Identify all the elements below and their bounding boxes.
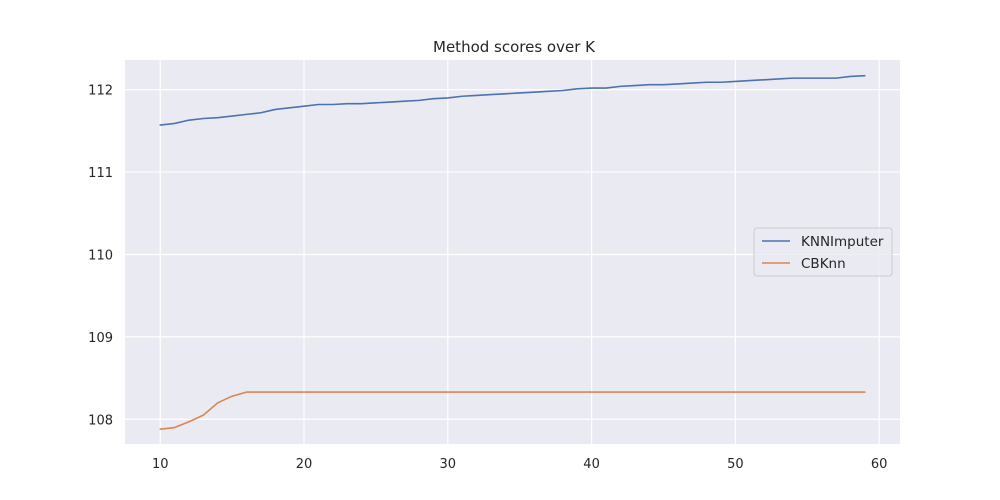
- series-line-knnimputer: [159, 74, 866, 126]
- legend-label: KNNImputer: [801, 234, 884, 250]
- y-tick-label: 109: [88, 331, 113, 346]
- x-tick-label: 50: [727, 457, 744, 472]
- legend-label: CBKnn: [801, 256, 846, 272]
- x-tick-label: 60: [871, 457, 888, 472]
- y-tick-label: 108: [88, 413, 113, 428]
- series-line-cbknn: [159, 391, 866, 430]
- series-lines: [159, 74, 866, 430]
- x-tick-label: 30: [440, 457, 457, 472]
- legend-box: [753, 227, 893, 277]
- x-tick-label: 20: [296, 457, 313, 472]
- y-tick-label: 112: [88, 84, 113, 99]
- y-tick-label: 110: [88, 248, 113, 263]
- x-tick-label: 10: [152, 457, 169, 472]
- x-axis-ticks: 10 20 30 40 50 60: [152, 457, 887, 472]
- y-tick-label: 111: [88, 166, 113, 181]
- x-tick-label: 40: [583, 457, 600, 472]
- y-axis-ticks: 108 109 110 111 112: [88, 84, 113, 429]
- chart-title: Method scores over K: [433, 38, 596, 56]
- legend: KNNImputer CBKnn: [753, 227, 893, 277]
